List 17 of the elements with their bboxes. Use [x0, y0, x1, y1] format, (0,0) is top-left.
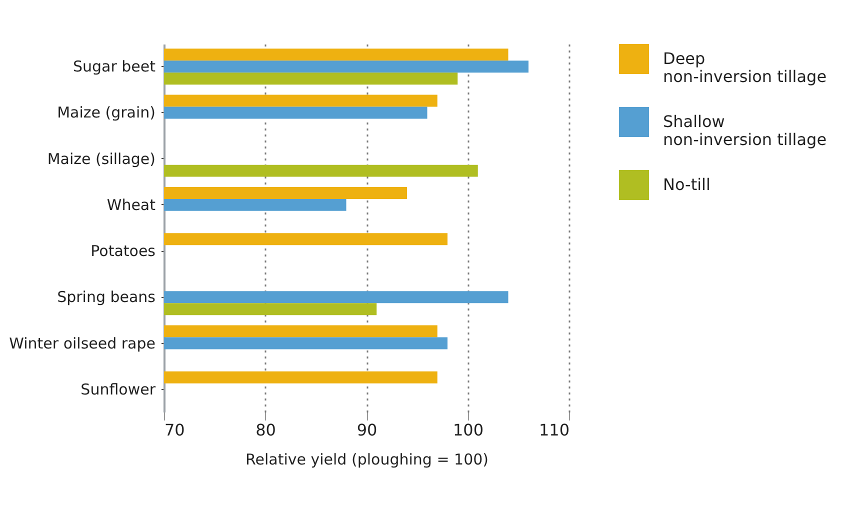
- y-tick-label: Maize (sillage): [47, 150, 156, 168]
- x-tick-label: 90: [356, 420, 378, 440]
- x-tick-label: 100: [452, 420, 484, 440]
- y-tick-label: Winter oilseed rape: [9, 334, 156, 352]
- legend-label: No-till: [663, 175, 710, 194]
- y-tick-label: Spring beans: [57, 288, 156, 306]
- legend-label: Deep non-inversion tillage: [663, 49, 827, 86]
- legend-label: Shallow non-inversion tillage: [663, 112, 827, 149]
- x-tick-label: 70: [164, 420, 185, 440]
- y-tick-label: Maize (grain): [57, 104, 156, 122]
- y-tick-label: Wheat: [106, 196, 156, 214]
- y-tick-label: Sugar beet: [72, 58, 156, 76]
- y-tick-label: Potatoes: [90, 242, 156, 260]
- y-tick-label: Sunflower: [80, 380, 156, 398]
- x-tick-label: 80: [256, 420, 276, 440]
- x-tick-label: 110: [538, 420, 570, 440]
- x-axis-title: Relative yield (ploughing = 100): [245, 450, 489, 468]
